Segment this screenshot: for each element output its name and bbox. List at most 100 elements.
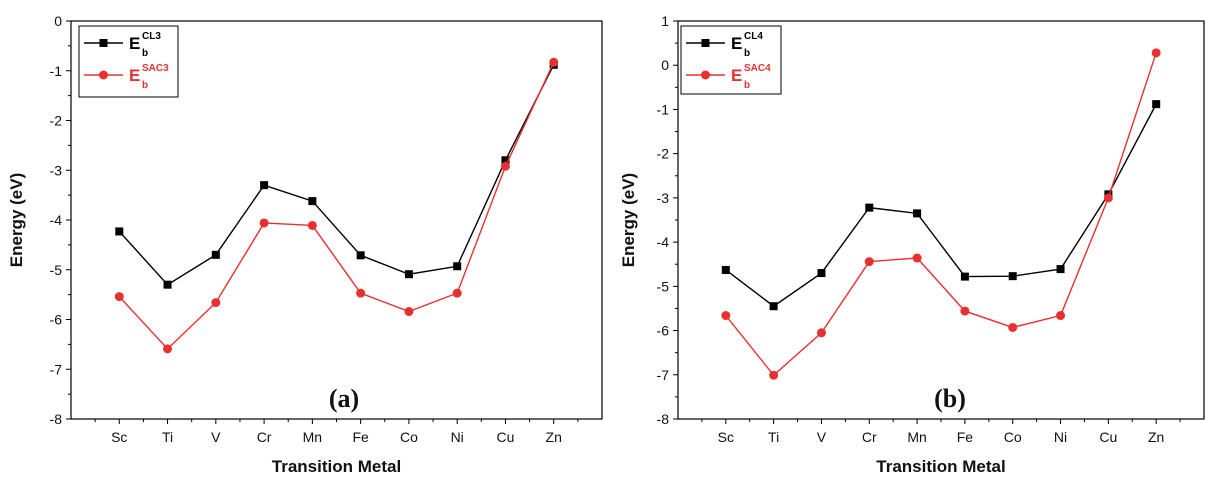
- legend-superscript: CL4: [744, 31, 763, 42]
- legend-subscript: b: [142, 80, 148, 91]
- legend-symbol: E: [731, 66, 742, 85]
- x-tick-label: Cu: [1099, 429, 1117, 445]
- x-tick-label: Ni: [451, 429, 464, 445]
- data-point: [259, 218, 269, 228]
- x-tick-label: Mn: [907, 429, 926, 445]
- legend-superscript: SAC4: [744, 63, 771, 74]
- series-line: [725, 103, 1157, 308]
- series-1: [721, 48, 1161, 380]
- data-point: [721, 311, 731, 321]
- data-point: [500, 161, 510, 171]
- legend-symbol: E: [129, 66, 140, 85]
- series-0: [115, 60, 558, 289]
- data-point: [1056, 265, 1065, 274]
- data-point: [308, 197, 317, 206]
- data-point: [211, 250, 220, 259]
- data-point: [1103, 193, 1113, 203]
- series-line: [118, 64, 555, 286]
- data-point: [549, 57, 559, 67]
- data-point: [404, 270, 413, 279]
- series-1: [114, 57, 559, 354]
- x-tick-label: Ni: [1054, 429, 1067, 445]
- x-tick-label: Fe: [957, 429, 974, 445]
- y-tick-label: -2: [657, 146, 670, 162]
- x-tick-label: Ti: [162, 429, 173, 445]
- chart-panel-1: 1 0 -1 -2 -3 -4 -5 -6 -7 -8 Sc Ti V Cr Mn Fe Co Ni Cu Zn Tra…: [619, 13, 1205, 476]
- x-tick-label: Sc: [718, 429, 734, 445]
- y-tick-label: 1: [661, 13, 669, 29]
- panel-label: (b): [934, 384, 966, 413]
- legend-marker: [701, 39, 710, 47]
- series-0: [721, 100, 1161, 311]
- y-tick-label: 0: [54, 13, 62, 29]
- x-axis-title: Transition Metal: [876, 457, 1005, 476]
- x-tick-label: Co: [1004, 429, 1022, 445]
- x-tick-label: Sc: [111, 429, 127, 445]
- data-point: [163, 344, 173, 354]
- y-tick-label: -6: [50, 312, 63, 328]
- data-point: [1152, 100, 1161, 109]
- y-tick-label: -5: [657, 278, 670, 294]
- legend-box: [78, 25, 179, 98]
- y-tick-label: -6: [657, 323, 670, 339]
- data-point: [501, 156, 510, 165]
- series-line: [118, 61, 555, 350]
- y-tick-label: -7: [50, 361, 63, 377]
- data-point: [912, 253, 922, 263]
- data-point: [114, 292, 124, 302]
- data-point: [307, 220, 317, 230]
- y-tick-label: -3: [50, 162, 63, 178]
- x-tick-label: V: [817, 429, 827, 445]
- legend-marker: [701, 70, 710, 80]
- y-tick-label: -3: [657, 190, 670, 206]
- legend-marker: [99, 70, 108, 80]
- data-point: [404, 307, 414, 317]
- data-point: [865, 203, 874, 212]
- data-point: [260, 181, 269, 190]
- x-tick-label: Ti: [768, 429, 779, 445]
- chart-panel-0: 0 -1 -2 -3 -4 -5 -6 -7 -8 Sc Ti V Cr Mn Fe Co Ni Cu Zn Tran…: [7, 13, 603, 476]
- data-point: [356, 288, 366, 298]
- data-point: [356, 251, 365, 260]
- data-point: [1008, 272, 1017, 281]
- data-point: [769, 370, 779, 380]
- y-tick-label: -4: [50, 212, 63, 228]
- data-point: [769, 302, 778, 311]
- legend-box: [680, 25, 782, 95]
- y-tick-label: 0: [661, 57, 669, 73]
- x-tick-label: Cr: [257, 429, 272, 445]
- legend-symbol: E: [731, 34, 742, 53]
- x-tick-label: Mn: [303, 429, 322, 445]
- y-tick-label: -1: [657, 101, 670, 117]
- data-point: [163, 280, 172, 289]
- y-axis-title: Energy (eV): [7, 173, 26, 267]
- legend-symbol: E: [129, 34, 140, 53]
- x-tick-label: Zn: [546, 429, 562, 445]
- y-tick-label: -7: [657, 367, 670, 383]
- y-axis-title: Energy (eV): [619, 173, 638, 267]
- legend-superscript: CL3: [142, 31, 161, 42]
- y-tick-label: -4: [657, 234, 670, 250]
- x-tick-label: Co: [400, 429, 418, 445]
- data-point: [115, 227, 124, 236]
- data-point: [452, 288, 462, 298]
- data-point: [721, 265, 730, 274]
- legend-subscript: b: [142, 48, 148, 59]
- x-axis-title: Transition Metal: [272, 457, 401, 476]
- series-line: [725, 52, 1157, 377]
- y-tick-label: -8: [50, 411, 63, 427]
- x-tick-label: Fe: [352, 429, 369, 445]
- legend-marker: [99, 39, 108, 47]
- data-point: [960, 272, 969, 281]
- data-point: [1008, 322, 1018, 332]
- panel-label: (a): [329, 384, 359, 413]
- y-tick-label: -1: [50, 63, 63, 79]
- legend-subscript: b: [744, 80, 750, 91]
- x-tick-label: V: [211, 429, 221, 445]
- legend-superscript: SAC3: [142, 63, 169, 74]
- x-tick-label: Cu: [497, 429, 515, 445]
- y-tick-label: -8: [657, 411, 670, 427]
